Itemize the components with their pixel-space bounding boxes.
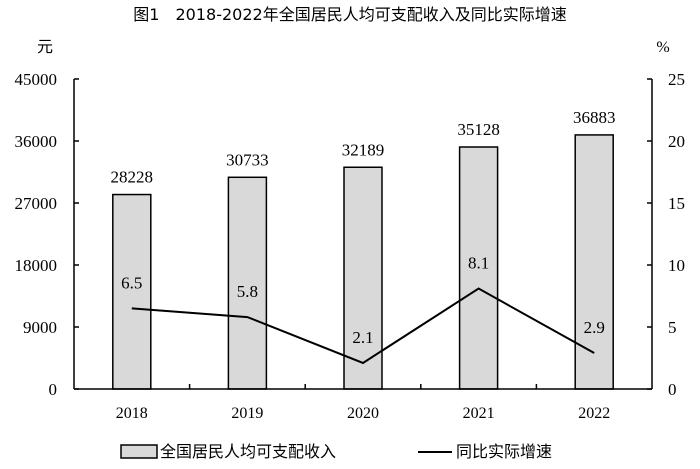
legend-bar-swatch	[120, 444, 158, 459]
bar-label-2019: 30733	[226, 150, 269, 169]
right-axis-unit: %	[656, 39, 669, 56]
line-label-2020: 2.1	[352, 328, 373, 347]
line-label-2018: 6.5	[121, 273, 142, 292]
right-tick-label: 15	[668, 194, 685, 213]
x-tick-label-2018: 2018	[116, 405, 148, 422]
bar-2019	[227, 176, 268, 390]
bar-2020	[343, 166, 383, 390]
left-tick-label: 18000	[15, 256, 58, 275]
right-tick-label: 10	[668, 256, 685, 275]
bar-2018	[112, 193, 152, 390]
x-tick-label-2020: 2020	[347, 405, 379, 422]
left-tick-label: 9000	[23, 318, 57, 337]
bar-label-2020: 32189	[342, 140, 385, 159]
x-tick-label-2021: 2021	[463, 405, 495, 422]
left-tick-label: 45000	[15, 70, 58, 89]
left-axis-unit: 元	[37, 37, 53, 56]
right-tick-label: 0	[668, 380, 677, 399]
left-tick-label: 36000	[15, 132, 58, 151]
legend: 全国居民人均可支配收入 同比实际增速	[120, 442, 552, 461]
bar-2022	[574, 134, 614, 390]
bar-label-2022: 36883	[573, 108, 616, 127]
right-tick-label: 25	[668, 70, 685, 89]
line-label-2022: 2.9	[584, 318, 605, 337]
legend-bar-label: 全国居民人均可支配收入	[160, 442, 336, 461]
line-label-2019: 5.8	[237, 282, 258, 301]
x-tick-label-2019: 2019	[231, 405, 263, 422]
left-tick-label: 0	[49, 380, 58, 399]
x-tick-label-2022: 2022	[578, 405, 610, 422]
chart-title: 图1 2018-2022年全国居民人均可支配收入及同比实际增速	[133, 5, 566, 24]
legend-line-label: 同比实际增速	[456, 442, 552, 461]
right-tick-label: 5	[668, 318, 677, 337]
line-label-2021: 8.1	[468, 254, 489, 273]
bar-label-2018: 28228	[111, 168, 154, 187]
bar-label-2021: 35128	[457, 120, 500, 139]
left-tick-label: 27000	[15, 194, 58, 213]
right-tick-label: 20	[668, 132, 685, 151]
